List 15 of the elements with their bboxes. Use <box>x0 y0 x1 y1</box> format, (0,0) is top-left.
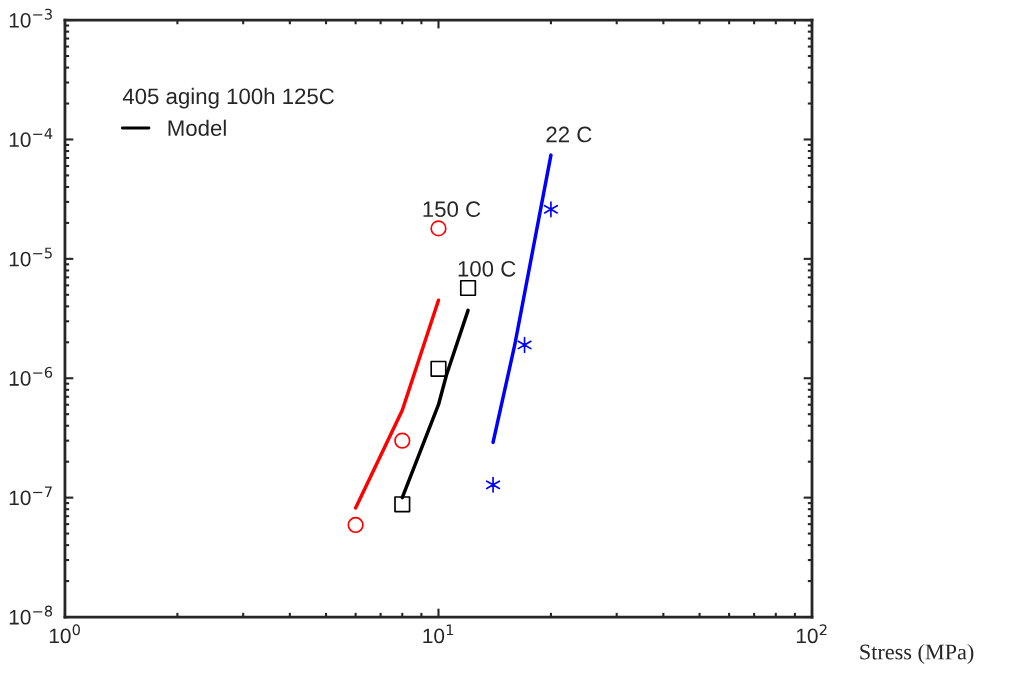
y-tick-label: 10$^{−7}$ <box>9 486 52 506</box>
annotation: 150 C <box>423 201 481 218</box>
legend-label: Model <box>168 119 226 136</box>
x-tick-label: 10$^{2}$ <box>796 624 827 644</box>
x-axis-title: Stress (MPa) <box>860 643 974 665</box>
legend-title: 405 aging 100h 125C <box>122 87 334 109</box>
x-tick-label: 10$^{0}$ <box>49 624 80 644</box>
y-tick-label: 10$^{−5}$ <box>9 247 52 267</box>
y-tick-label: 10$^{−6}$ <box>9 366 53 386</box>
x-tick-label: 10$^{1}$ <box>423 624 454 644</box>
y-tick-label: 10$^{−8}$ <box>9 605 53 625</box>
y-tick-label: 10$^{−4}$ <box>9 128 53 148</box>
annotation: 100 C <box>458 260 516 277</box>
y-tick-label: 10$^{−3}$ <box>9 8 52 28</box>
annotation: 22 C <box>546 126 592 143</box>
